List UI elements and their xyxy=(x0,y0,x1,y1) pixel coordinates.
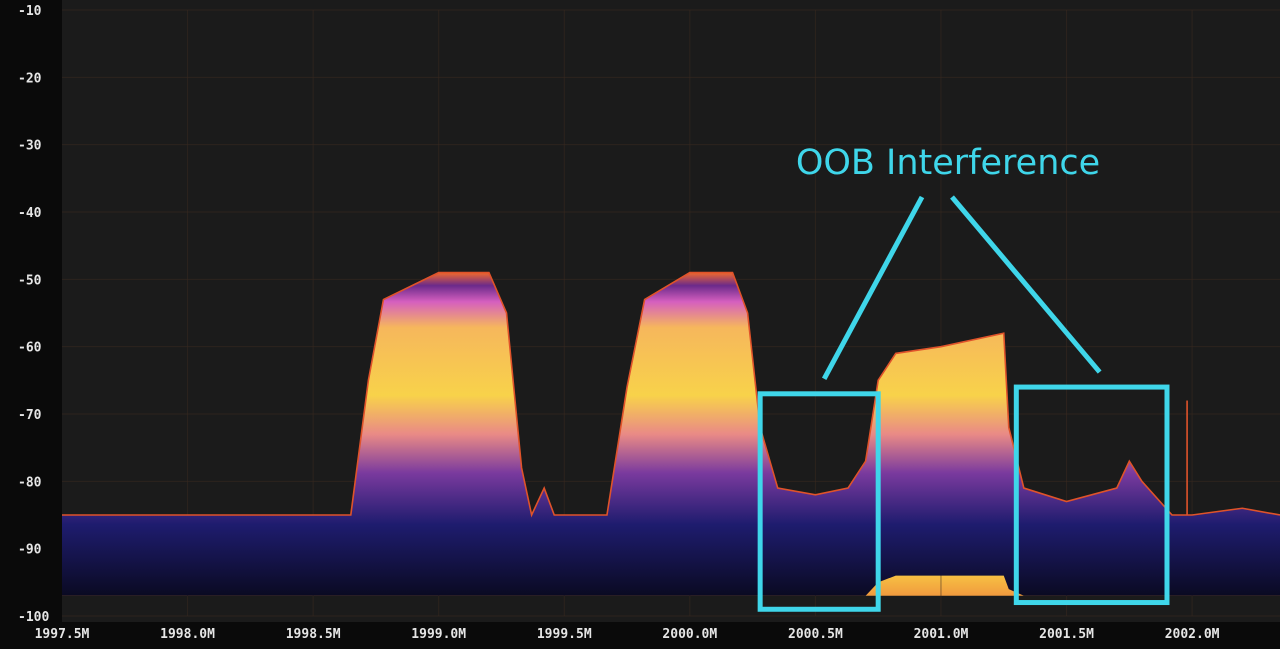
annotation-connector xyxy=(821,195,925,380)
x-tick-label: 2000.0M xyxy=(662,627,717,642)
x-tick-label: 1999.5M xyxy=(537,627,592,642)
annotation-label: OOB Interference xyxy=(796,143,1100,183)
y-tick-label: -90 xyxy=(18,543,42,558)
x-tick-label: 2001.5M xyxy=(1039,627,1094,642)
signal-area xyxy=(62,272,1280,596)
y-tick-label: -40 xyxy=(18,206,42,221)
x-tick-label: 1998.0M xyxy=(160,627,215,642)
x-tick-label: 1998.5M xyxy=(286,627,341,642)
x-axis-ticks: 1997.5M 1998.0M 1998.5M 1999.0M 1999.5M 2000.… xyxy=(35,627,1220,642)
y-axis-strip xyxy=(0,0,62,622)
x-tick-label: 1999.0M xyxy=(411,627,466,642)
x-tick-label: 2001.0M xyxy=(914,627,969,642)
y-tick-label: -50 xyxy=(18,273,42,288)
annotation-box xyxy=(1013,384,1170,606)
x-tick-label: 1997.5M xyxy=(35,627,90,642)
x-axis-strip xyxy=(0,622,1280,649)
y-tick-label: -10 xyxy=(18,4,42,19)
y-tick-label: -30 xyxy=(18,139,42,154)
y-tick-label: -100 xyxy=(18,610,49,625)
y-axis-ticks: -10 -20 -30 -40 -50 -60 -70 -80 -90 -100 xyxy=(18,4,49,625)
signal-areas xyxy=(62,272,1280,596)
peak-trace-line xyxy=(62,271,1280,518)
peak-trace xyxy=(62,271,1280,518)
y-tick-label: -20 xyxy=(18,71,42,86)
y-tick-label: -60 xyxy=(18,341,42,356)
x-tick-label: 2002.0M xyxy=(1165,627,1220,642)
annotation-connector xyxy=(950,195,1102,374)
y-tick-label: -70 xyxy=(18,408,42,423)
annotation-box xyxy=(757,391,881,612)
annotation-group: OOB Interference xyxy=(757,143,1170,612)
y-tick-label: -80 xyxy=(18,475,42,490)
x-tick-label: 2000.5M xyxy=(788,627,843,642)
